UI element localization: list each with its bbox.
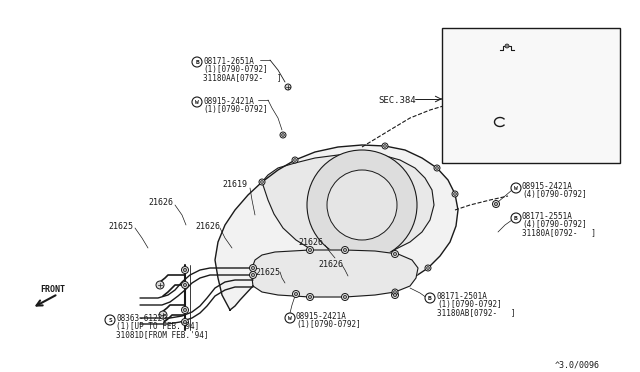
Text: 21626: 21626	[318, 260, 343, 269]
Circle shape	[493, 201, 499, 208]
Circle shape	[182, 318, 189, 326]
Circle shape	[250, 272, 257, 279]
Text: 21626: 21626	[195, 222, 220, 231]
Text: FRONT: FRONT	[40, 285, 65, 294]
Circle shape	[285, 313, 295, 323]
Text: SEC.384: SEC.384	[378, 96, 415, 105]
Circle shape	[436, 167, 438, 169]
Text: W: W	[514, 186, 518, 190]
Circle shape	[327, 170, 397, 240]
Text: 08171-2551A: 08171-2551A	[522, 212, 573, 221]
Polygon shape	[252, 250, 418, 297]
Text: (1)[UP TO FEB.'94]: (1)[UP TO FEB.'94]	[116, 322, 199, 331]
Circle shape	[184, 283, 187, 286]
Text: W: W	[195, 99, 199, 105]
Circle shape	[282, 134, 284, 137]
Text: 31180AA[0792-   ]: 31180AA[0792- ]	[203, 73, 282, 82]
Circle shape	[511, 183, 521, 193]
Text: 21626: 21626	[298, 238, 323, 247]
Circle shape	[280, 132, 286, 138]
Text: B: B	[514, 215, 518, 221]
Circle shape	[307, 150, 417, 260]
Circle shape	[260, 181, 263, 183]
Text: W: W	[288, 315, 292, 321]
Text: (4)[0790-0792]: (4)[0790-0792]	[522, 190, 587, 199]
Circle shape	[184, 308, 187, 312]
Text: (1)[0790-0792]: (1)[0790-0792]	[437, 300, 502, 309]
Text: 31180A[0792-   ]: 31180A[0792- ]	[522, 228, 596, 237]
Circle shape	[105, 315, 115, 325]
Circle shape	[192, 97, 202, 107]
Circle shape	[182, 282, 189, 289]
Circle shape	[292, 291, 300, 298]
Text: 08915-2421A: 08915-2421A	[203, 97, 254, 106]
Text: (1)[0790-0792]: (1)[0790-0792]	[203, 105, 268, 114]
Circle shape	[308, 295, 312, 299]
Circle shape	[425, 293, 435, 303]
Text: (1)[0790-0792]: (1)[0790-0792]	[203, 65, 268, 74]
Circle shape	[342, 294, 349, 301]
Circle shape	[285, 84, 291, 90]
Text: 08363-6122G: 08363-6122G	[116, 314, 167, 323]
Text: 21625: 21625	[255, 268, 280, 277]
Text: 08915-2421A: 08915-2421A	[296, 312, 347, 321]
Circle shape	[495, 202, 497, 206]
Circle shape	[250, 264, 257, 272]
Circle shape	[392, 292, 399, 298]
Circle shape	[156, 281, 164, 289]
Circle shape	[252, 266, 255, 270]
Circle shape	[294, 292, 298, 296]
Circle shape	[182, 266, 189, 273]
Circle shape	[434, 165, 440, 171]
Polygon shape	[262, 153, 434, 258]
Circle shape	[344, 295, 347, 299]
Circle shape	[342, 247, 349, 253]
Polygon shape	[215, 145, 458, 310]
Text: S: S	[108, 317, 112, 323]
Circle shape	[505, 44, 509, 48]
Circle shape	[427, 267, 429, 269]
Text: 31180AB[0792-   ]: 31180AB[0792- ]	[437, 308, 516, 317]
Circle shape	[394, 291, 396, 294]
Circle shape	[382, 143, 388, 149]
Circle shape	[394, 253, 397, 256]
Text: 31081D[FROM FEB.'94]: 31081D[FROM FEB.'94]	[116, 330, 209, 339]
Circle shape	[511, 213, 521, 223]
Circle shape	[454, 193, 456, 195]
Text: 08171-2501A: 08171-2501A	[437, 292, 488, 301]
Text: 21625: 21625	[108, 222, 133, 231]
Circle shape	[259, 179, 265, 185]
Circle shape	[292, 157, 298, 163]
Circle shape	[344, 248, 347, 251]
Circle shape	[308, 248, 312, 251]
Text: 08171-2651A: 08171-2651A	[203, 57, 254, 66]
Circle shape	[452, 191, 458, 197]
Text: 21626: 21626	[148, 198, 173, 207]
Circle shape	[394, 294, 397, 296]
Circle shape	[252, 273, 255, 276]
Circle shape	[307, 294, 314, 301]
Circle shape	[425, 265, 431, 271]
Circle shape	[192, 57, 202, 67]
Text: (4)[0790-0792]: (4)[0790-0792]	[522, 220, 587, 229]
Text: 21619: 21619	[222, 180, 247, 189]
Circle shape	[159, 311, 167, 319]
Circle shape	[383, 145, 387, 147]
Text: 08915-2421A: 08915-2421A	[522, 182, 573, 191]
Circle shape	[182, 307, 189, 314]
Circle shape	[392, 250, 399, 257]
Circle shape	[184, 269, 187, 272]
Text: ^3.0/0096: ^3.0/0096	[555, 360, 600, 369]
Circle shape	[294, 158, 296, 161]
Circle shape	[307, 247, 314, 253]
Bar	[442, 28, 620, 163]
Text: B: B	[428, 295, 432, 301]
Circle shape	[392, 289, 398, 295]
Text: (1)[0790-0792]: (1)[0790-0792]	[296, 320, 361, 329]
Circle shape	[184, 320, 187, 324]
Text: B: B	[195, 60, 199, 64]
